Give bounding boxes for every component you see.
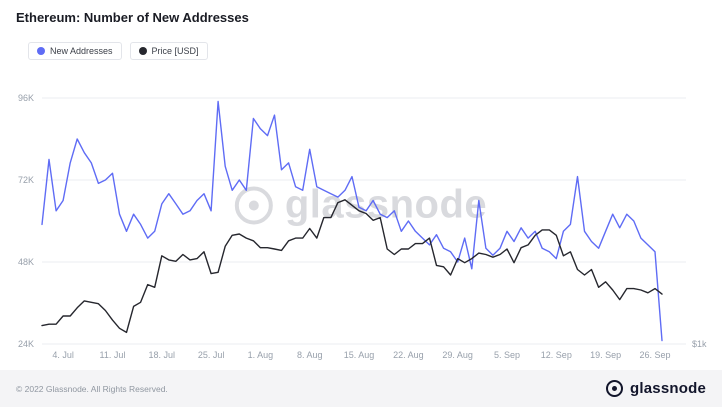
svg-text:8. Aug: 8. Aug: [297, 350, 323, 360]
glassnode-logo-icon: [606, 380, 623, 397]
svg-text:22. Aug: 22. Aug: [393, 350, 424, 360]
watermark-text: glassnode: [284, 182, 488, 227]
copyright-text: © 2022 Glassnode. All Rights Reserved.: [16, 383, 168, 394]
series-color-dot: [37, 47, 45, 55]
svg-text:25. Jul: 25. Jul: [198, 350, 225, 360]
svg-text:11. Jul: 11. Jul: [100, 350, 126, 360]
svg-text:12. Sep: 12. Sep: [541, 350, 572, 360]
legend-item-new-addresses[interactable]: New Addresses: [28, 42, 122, 60]
legend-item-price-usd[interactable]: Price [USD]: [129, 42, 208, 60]
svg-text:5. Sep: 5. Sep: [494, 350, 520, 360]
footer-bar: © 2022 Glassnode. All Rights Reserved. g…: [0, 370, 722, 407]
legend-label-price-usd: Price [USD]: [151, 46, 199, 56]
svg-text:19. Sep: 19. Sep: [590, 350, 621, 360]
legend-label-new-addresses: New Addresses: [50, 46, 113, 56]
svg-text:18. Jul: 18. Jul: [149, 350, 176, 360]
svg-text:29. Aug: 29. Aug: [442, 350, 473, 360]
chart-canvas[interactable]: 24K 48K 72K 96K $1k 4. Jul 11. Jul 18. Jul 25. J…: [0, 0, 722, 370]
svg-text:96K: 96K: [18, 93, 34, 103]
glassnode-logo-icon: [234, 186, 273, 224]
svg-text:15. Aug: 15. Aug: [344, 350, 375, 360]
svg-text:72K: 72K: [18, 175, 34, 185]
glassnode-watermark: glassnode: [234, 182, 488, 228]
brand-wordmark: glassnode: [630, 380, 706, 397]
svg-text:$1k: $1k: [692, 339, 707, 349]
series-color-dot: [138, 47, 147, 55]
page-title: Ethereum: Number of New Addresses: [16, 10, 249, 25]
chart-legend: New Addresses Price [USD]: [28, 42, 208, 60]
svg-text:26. Sep: 26. Sep: [639, 350, 670, 360]
glassnode-brand[interactable]: glassnode: [606, 380, 706, 397]
svg-text:4. Jul: 4. Jul: [52, 350, 74, 360]
svg-text:1. Aug: 1. Aug: [248, 350, 274, 360]
svg-text:24K: 24K: [18, 339, 34, 349]
svg-text:48K: 48K: [18, 257, 34, 267]
